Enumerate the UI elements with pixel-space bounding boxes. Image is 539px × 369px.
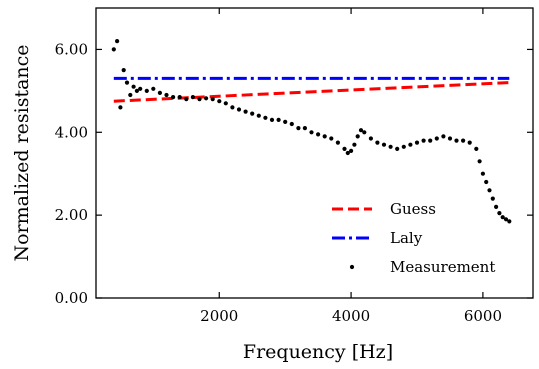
axes: 2000 4000 6000 0.00 2.00 4.00 6.00 [55, 7, 534, 325]
measurement-point [342, 146, 347, 151]
measurement-point [447, 136, 453, 141]
measurement-point [368, 136, 373, 141]
measurement-point [428, 138, 433, 143]
measurement-point [276, 117, 281, 122]
measurement-point [250, 111, 255, 116]
measurement-point [345, 150, 350, 156]
measurement-point [507, 219, 512, 224]
legend-marker-measurement [349, 264, 355, 270]
measurement-point [395, 146, 400, 151]
measurement-point [157, 90, 162, 95]
measurement-point [190, 95, 195, 100]
measurement-point [497, 211, 502, 216]
measurement-point [128, 92, 133, 98]
measurement-point [111, 47, 116, 52]
measurement-point [316, 132, 321, 137]
y-tick-label: 4.00 [55, 123, 88, 141]
measurement-point [309, 130, 314, 135]
measurement-point [223, 101, 228, 106]
y-tick-label: 2.00 [55, 206, 88, 224]
measurement-point [480, 171, 485, 176]
measurement-point [296, 126, 301, 131]
axes-frame [95, 7, 534, 299]
x-tick-label: 2000 [200, 307, 238, 325]
measurement-point [490, 196, 495, 201]
measurement-point [494, 204, 499, 209]
legend-label-laly: Laly [390, 229, 423, 247]
measurement-point [256, 113, 261, 118]
measurement-point [124, 80, 130, 85]
legend-label-guess: Guess [390, 200, 436, 218]
y-tick-label: 0.00 [55, 289, 88, 307]
measurement-point [329, 136, 334, 141]
legend: Guess Laly Measurement [332, 200, 495, 276]
x-tick-label: 6000 [464, 307, 502, 325]
measurement-point [503, 217, 509, 222]
measurement-point [171, 95, 176, 100]
measurement-point [289, 121, 294, 127]
measurement-point [283, 119, 288, 124]
measurement-point [302, 126, 307, 131]
measurement-point [477, 159, 482, 164]
measurement-point [236, 107, 242, 112]
measurement-point [335, 140, 340, 145]
measurement-point [184, 97, 189, 102]
measurement-point [263, 115, 268, 120]
measurement-point [269, 117, 275, 122]
x-axis-label: Frequency [Hz] [243, 341, 393, 363]
y-tick-label: 6.00 [55, 40, 88, 58]
measurement-point [401, 144, 406, 149]
measurement-point [487, 188, 492, 193]
measurement-point [362, 130, 367, 135]
plot-area [111, 39, 512, 224]
measurement-point [500, 215, 505, 220]
measurement-point [144, 88, 149, 93]
measurement-point [177, 95, 182, 100]
measurement-point [388, 144, 393, 149]
measurement-point [421, 138, 426, 143]
measurement-point [408, 142, 413, 147]
measurement-point [381, 142, 387, 147]
measurement-point [131, 84, 136, 89]
y-axis-label: Normalized resistance [11, 44, 33, 261]
measurement-point [217, 99, 222, 104]
measurement-point [138, 86, 143, 91]
measurement-point [204, 96, 209, 101]
measurement-point [355, 134, 360, 139]
measurement-point [467, 140, 472, 145]
measurement-point [461, 138, 466, 143]
measurement-point [474, 146, 479, 151]
measurement-point [358, 128, 364, 133]
measurement-point [349, 148, 354, 153]
measurement-point [197, 97, 202, 102]
measurement-point [164, 92, 169, 98]
measurement-point [375, 140, 380, 145]
measurement-point [484, 179, 489, 185]
measurement-point [434, 136, 439, 141]
measurement-point [151, 86, 156, 91]
measurement-point [441, 134, 446, 139]
legend-label-measurement: Measurement [390, 258, 495, 276]
measurement-point [121, 68, 126, 73]
measurement-point [230, 105, 235, 110]
x-tick-label: 4000 [332, 307, 370, 325]
measurement-point [414, 140, 420, 145]
measurement-point [322, 134, 327, 139]
measurement-point [454, 138, 459, 143]
measurement-point [134, 88, 139, 93]
measurement-point [243, 109, 248, 114]
measurement-point [115, 39, 120, 44]
measurement-point [118, 105, 123, 110]
measurement-point [352, 142, 357, 147]
measurement-point [210, 97, 215, 102]
